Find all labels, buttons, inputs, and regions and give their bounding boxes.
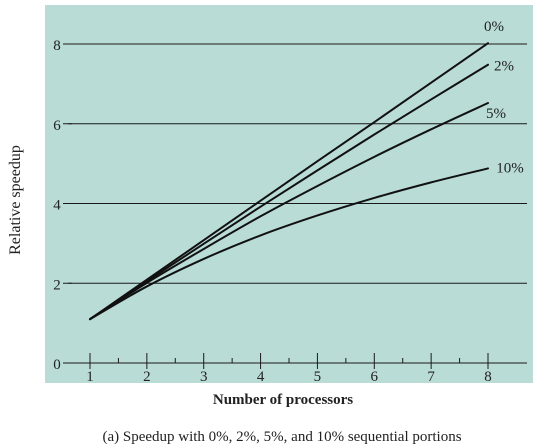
y-tick-label-8: 8 bbox=[53, 38, 61, 54]
y-tick-label-0: 0 bbox=[53, 357, 61, 373]
x-axis-title: Number of processors bbox=[213, 392, 353, 408]
x-tick-label-2: 2 bbox=[143, 369, 151, 385]
y-axis-title: Relative speedup bbox=[7, 145, 24, 255]
y-axis: 0 2 4 6 8 bbox=[53, 38, 72, 373]
series-line-1 bbox=[89, 63, 489, 321]
x-tick-label-1: 1 bbox=[86, 369, 94, 385]
y-tick-label-4: 4 bbox=[53, 198, 61, 214]
y-tick-label-6: 6 bbox=[53, 118, 61, 134]
x-tick-label-4: 4 bbox=[257, 369, 265, 385]
y-tick-label-2: 2 bbox=[53, 277, 61, 293]
chart-caption: (a) Speedup with 0%, 2%, 5%, and 10% seq… bbox=[102, 429, 461, 445]
x-tick-label-6: 6 bbox=[371, 369, 379, 385]
series-lines bbox=[89, 42, 489, 321]
x-tick-label-8: 8 bbox=[484, 369, 492, 385]
series-label-3: 10% bbox=[496, 160, 524, 176]
series-line-0 bbox=[89, 42, 489, 321]
series-labels: 0% 2% 5% 10% bbox=[484, 19, 524, 176]
series-label-1: 2% bbox=[494, 59, 514, 75]
series-label-2: 5% bbox=[486, 106, 506, 122]
series-line-3 bbox=[89, 167, 489, 321]
x-axis: 1 2 3 4 5 6 7 8 bbox=[68, 353, 527, 385]
series-label-0: 0% bbox=[484, 19, 504, 35]
series-line-2 bbox=[89, 102, 489, 321]
x-tick-label-3: 3 bbox=[200, 369, 208, 385]
x-tick-label-7: 7 bbox=[427, 369, 435, 385]
x-tick-label-5: 5 bbox=[314, 369, 322, 385]
